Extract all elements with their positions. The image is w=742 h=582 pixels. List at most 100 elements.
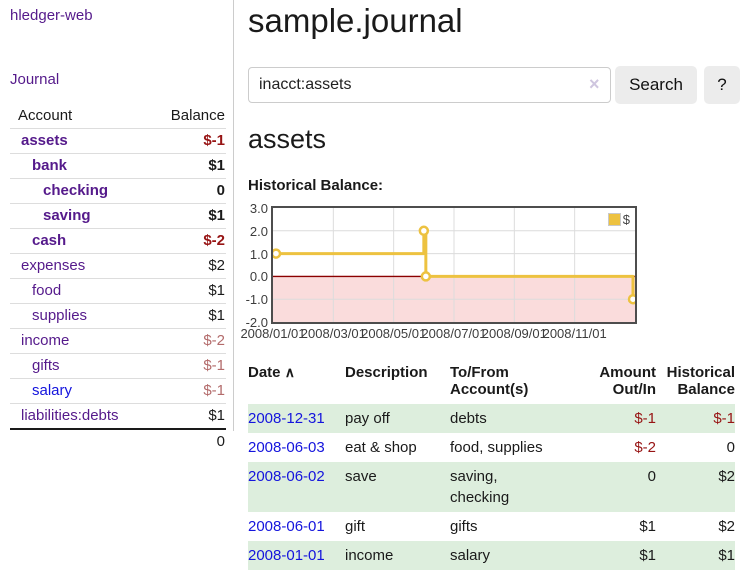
transaction-balance: $1 xyxy=(718,547,735,564)
y-tick-label: 0.0 xyxy=(249,269,268,285)
x-tick-label: 2008/03/01 xyxy=(300,326,366,341)
account-balance: $-1 xyxy=(146,353,226,379)
account-link[interactable]: food xyxy=(32,282,62,299)
transaction-date-link[interactable]: 2008-01-01 xyxy=(248,547,325,564)
account-balance: $1 xyxy=(146,203,226,229)
chart-canvas xyxy=(273,208,635,322)
y-tick-label: 1.0 xyxy=(249,246,268,262)
page-title: sample.journal xyxy=(248,2,463,39)
clear-search-icon[interactable]: × xyxy=(589,74,600,94)
x-tick-label: 2008/09/01 xyxy=(481,326,547,341)
account-row: liabilities:debts $1 xyxy=(10,403,226,429)
header-tofrom-accounts: To/From Account(s) xyxy=(450,364,529,398)
transaction-amount: 0 xyxy=(647,468,656,485)
transaction-amount: $1 xyxy=(639,547,656,564)
account-balance: $1 xyxy=(146,278,226,304)
transaction-accounts: gifts xyxy=(450,518,478,535)
y-tick-label: 2.0 xyxy=(249,223,268,239)
transaction-date-link[interactable]: 2008-06-02 xyxy=(248,468,325,485)
transaction-accounts: saving, checking xyxy=(450,468,510,506)
account-balance: $-2 xyxy=(146,328,226,354)
x-tick-label: 2008/01/01 xyxy=(240,326,306,341)
account-link[interactable]: saving xyxy=(43,207,91,224)
account-link[interactable]: checking xyxy=(43,182,109,199)
transaction-description: gift xyxy=(345,518,366,535)
search-help-button[interactable]: ? xyxy=(704,66,740,104)
accounts-total-balance: 0 xyxy=(146,428,226,454)
current-account-heading: assets xyxy=(248,124,327,154)
account-link[interactable]: salary xyxy=(32,382,73,399)
account-link[interactable]: cash xyxy=(32,232,67,249)
accounts-tree-table: Account Balance assets $-1 bank $1 check… xyxy=(10,104,226,454)
account-balance: $-2 xyxy=(146,228,226,254)
account-row: food $1 xyxy=(10,278,226,304)
account-link[interactable]: income xyxy=(21,332,70,349)
account-balance: $-1 xyxy=(146,378,226,404)
search-button[interactable]: Search xyxy=(615,66,697,104)
app-title-link[interactable]: hledger-web xyxy=(10,7,93,24)
x-tick-label: 2008/11/01 xyxy=(542,326,607,341)
account-row: checking 0 xyxy=(10,178,226,204)
transaction-row: 2008-06-01 gift gifts $1 $2 xyxy=(248,512,735,541)
x-tick-label: 2008/05/01 xyxy=(361,326,427,341)
accounts-header-account: Account xyxy=(18,107,73,124)
transaction-row: 2008-12-31 pay off debts $-1 $-1 xyxy=(248,404,735,433)
transaction-date-link[interactable]: 2008-12-31 xyxy=(248,410,325,427)
accounts-header-balance: Balance xyxy=(170,107,225,124)
header-amount-outin: Amount Out/In xyxy=(599,364,656,398)
transaction-balance: $-1 xyxy=(713,410,735,427)
account-balance: 0 xyxy=(146,178,226,204)
y-tick-label: -2.0 xyxy=(245,315,268,330)
header-description: Description xyxy=(345,364,428,381)
account-row: gifts $-1 xyxy=(10,353,226,379)
account-row: saving $1 xyxy=(10,203,226,229)
legend-label: $ xyxy=(622,212,630,227)
transaction-date-link[interactable]: 2008-06-01 xyxy=(248,518,325,535)
account-balance: $-1 xyxy=(146,128,226,154)
transaction-accounts: debts xyxy=(450,410,487,427)
transaction-date-link[interactable]: 2008-06-03 xyxy=(248,439,325,456)
chart-legend: $ xyxy=(607,212,630,227)
account-link[interactable]: supplies xyxy=(32,307,88,324)
accounts-header-row: Account Balance xyxy=(10,104,226,129)
historical-balance-chart: $ xyxy=(271,206,637,324)
transaction-balance: $2 xyxy=(718,468,735,485)
account-balance: $1 xyxy=(146,303,226,329)
sidebar-divider xyxy=(233,0,234,431)
account-balance: $1 xyxy=(146,403,226,429)
transaction-row: 2008-01-01 income salary $1 $1 xyxy=(248,541,735,570)
transaction-accounts: salary xyxy=(450,547,491,564)
account-link[interactable]: bank xyxy=(32,157,68,174)
account-balance: $1 xyxy=(146,153,226,179)
account-link[interactable]: assets xyxy=(21,132,68,149)
y-tick-label: 3.0 xyxy=(249,201,268,216)
account-row: supplies $1 xyxy=(10,303,226,329)
account-row: salary $-1 xyxy=(10,378,226,404)
account-row: assets $-1 xyxy=(10,128,226,154)
account-link[interactable]: liabilities:debts xyxy=(21,407,119,424)
y-tick-label: -1.0 xyxy=(245,292,268,308)
account-balance: $2 xyxy=(146,253,226,279)
x-tick-label: 2008/07/01 xyxy=(421,326,487,341)
transaction-balance: 0 xyxy=(726,439,735,456)
header-historical-balance: Historical Balance xyxy=(666,364,735,398)
account-row: cash $-2 xyxy=(10,228,226,254)
transaction-amount: $1 xyxy=(639,518,656,535)
transaction-description: save xyxy=(345,468,377,485)
header-date[interactable]: Date ∧ xyxy=(248,362,345,404)
account-link[interactable]: expenses xyxy=(21,257,86,274)
transaction-amount: $-1 xyxy=(634,410,656,427)
transactions-table: Date ∧ Description To/From Account(s) Am… xyxy=(248,362,735,570)
transactions-header-row: Date ∧ Description To/From Account(s) Am… xyxy=(248,362,735,404)
account-link[interactable]: gifts xyxy=(32,357,60,374)
nav-journal-link[interactable]: Journal xyxy=(10,71,60,88)
header-date-label: Date xyxy=(248,364,281,381)
transaction-balance: $2 xyxy=(718,518,735,535)
search-input[interactable] xyxy=(248,67,611,103)
transaction-description: eat & shop xyxy=(345,439,417,456)
account-row: bank $1 xyxy=(10,153,226,179)
transaction-description: income xyxy=(345,547,394,564)
transaction-row: 2008-06-03 eat & shop food, supplies $-2… xyxy=(248,433,735,462)
transaction-row: 2008-06-02 save saving, checking 0 $2 xyxy=(248,462,735,512)
